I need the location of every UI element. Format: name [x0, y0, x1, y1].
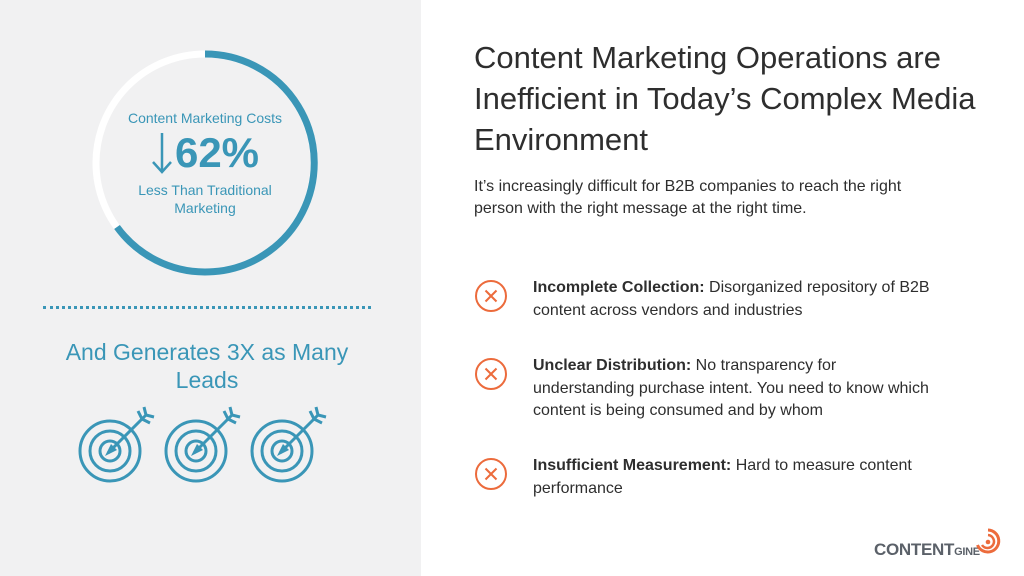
issue-description: No transparency for understanding purcha…	[533, 357, 929, 419]
intro-text: It’s increasingly difficult for B2B comp…	[474, 178, 902, 217]
contentgine-logo: CONTENTGINE	[874, 523, 1004, 563]
ring-stat: 62%	[151, 129, 259, 177]
ring-content: Content Marketing Costs 62% Less Than Tr…	[89, 47, 321, 279]
close-circle-icon	[475, 280, 507, 312]
swirl-logo-icon	[976, 528, 1001, 554]
percentage-ring	[92, 50, 318, 276]
target-icons-row	[78, 405, 338, 485]
logo-main: CONTENT	[874, 540, 955, 559]
issue-text: Unclear Distribution: No transparency fo…	[533, 355, 933, 423]
down-arrow-icon	[152, 133, 172, 174]
ring-caption-top: Content Marketing Costs	[127, 110, 283, 126]
page-title: Content Marketing Operations are Ineffic…	[474, 40, 976, 157]
issue-title: Unclear Distribution:	[533, 357, 692, 374]
issue-text: Insufficient Measurement: Hard to measur…	[533, 455, 933, 500]
issue-description: Hard to measure content performance	[533, 457, 912, 497]
issue-text: Incomplete Collection: Disorganized repo…	[533, 277, 933, 322]
left-panel: Content Marketing Costs 62% Less Than Tr…	[0, 0, 421, 576]
issue-title: Insufficient Measurement:	[533, 457, 732, 474]
target-icon	[78, 406, 155, 483]
logo-text: CONTENTGINE	[874, 540, 980, 560]
ring-caption-bottom: Less Than Traditional Marketing	[138, 182, 272, 216]
target-icon	[164, 406, 241, 483]
dotted-divider	[43, 306, 371, 309]
close-circle-icon	[475, 458, 507, 490]
target-icon	[250, 406, 327, 483]
close-circle-icon	[475, 358, 507, 390]
issue-description: Disorganized repository of B2B content a…	[533, 279, 930, 319]
ring-percent: 62%	[174, 129, 260, 176]
issue-title: Incomplete Collection:	[533, 279, 705, 296]
leads-text: And Generates 3X as Many Leads	[65, 339, 349, 393]
logo-suffix: GINE	[954, 546, 980, 558]
right-panel: Content Marketing Operations are Ineffic…	[421, 0, 1024, 576]
